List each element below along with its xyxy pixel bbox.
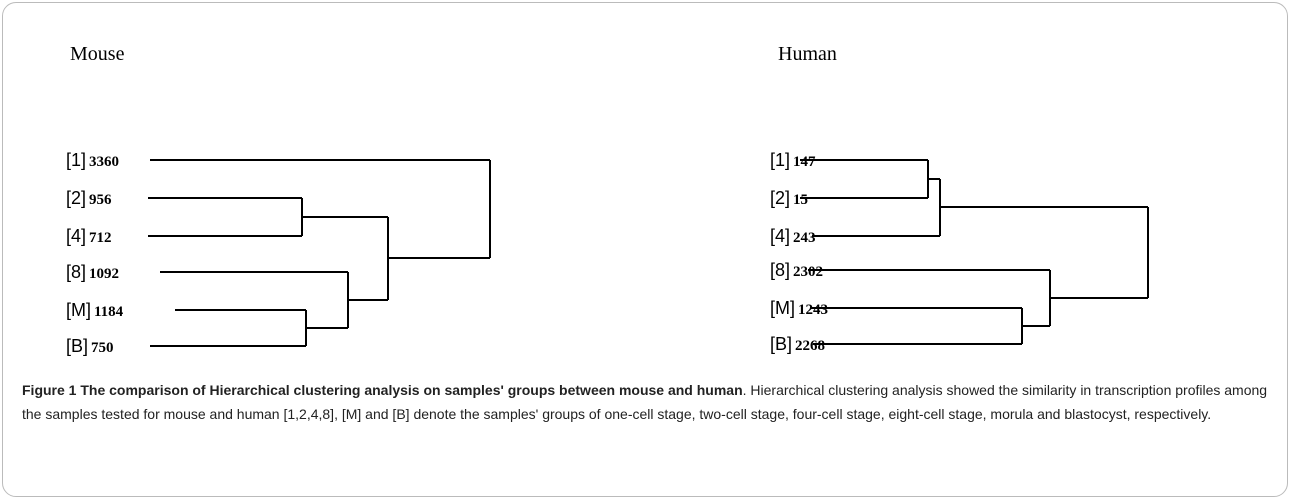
leaf-count: 1243 — [798, 302, 828, 318]
leaf-label: [1] 147 — [770, 150, 816, 170]
mouse-tree — [148, 159, 491, 347]
leaf-label: [M] 1184 — [66, 300, 124, 320]
panel-title: Mouse — [70, 43, 125, 65]
leaf-count: 15 — [793, 192, 808, 208]
leaf-count: 2268 — [795, 338, 825, 354]
leaf-label: [2] 15 — [770, 188, 808, 208]
leaf-group: [M] — [770, 298, 795, 318]
leaf-label: [1] 3360 — [66, 150, 119, 170]
leaf-label: [2] 956 — [66, 188, 112, 208]
leaf-count: 243 — [793, 230, 816, 246]
leaf-group: [4] — [770, 226, 790, 246]
leaf-group: [2] — [66, 188, 86, 208]
leaf-count: 712 — [89, 230, 112, 246]
dendrograms: Mouse Human [1] 3360[2] 956[4] 712[8] 1092[M… — [66, 43, 1149, 356]
leaf-label: [M] 1243 — [770, 298, 828, 318]
panel-title: Human — [778, 43, 837, 65]
leaf-group: [M] — [66, 300, 91, 320]
leaf-group: [1] — [770, 150, 790, 170]
leaf-label: [8] 1092 — [66, 262, 119, 282]
leaf-group: [B] — [770, 334, 792, 354]
leaf-group: [1] — [66, 150, 86, 170]
caption-title: The comparison of Hierarchical clusterin… — [80, 382, 743, 398]
leaf-group: [2] — [770, 188, 790, 208]
caption-label: Figure 1 — [22, 382, 77, 398]
leaf-label: [B] 750 — [66, 336, 114, 356]
leaf-group: [B] — [66, 336, 88, 356]
leaf-label: [8] 2302 — [770, 260, 823, 280]
caption: Figure 1 The comparison of Hierarchical … — [22, 378, 1272, 426]
caption-text: . Hierarchical clustering analysis showe… — [22, 382, 1268, 422]
leaf-count: 750 — [91, 340, 114, 356]
leaf-label: [4] 243 — [770, 226, 816, 246]
leaf-count: 1092 — [89, 266, 119, 282]
leaf-count: 3360 — [89, 154, 119, 170]
leaf-label: [B] 2268 — [770, 334, 825, 354]
leaf-group: [8] — [66, 262, 86, 282]
leaf-group: [8] — [770, 260, 790, 280]
leaf-group: [4] — [66, 226, 86, 246]
leaf-count: 1184 — [94, 304, 124, 320]
leaf-count: 2302 — [793, 264, 823, 280]
leaf-label: [4] 712 — [66, 226, 112, 246]
human-tree — [800, 159, 1149, 345]
leaf-count: 147 — [793, 154, 816, 170]
leaf-count: 956 — [89, 192, 112, 208]
